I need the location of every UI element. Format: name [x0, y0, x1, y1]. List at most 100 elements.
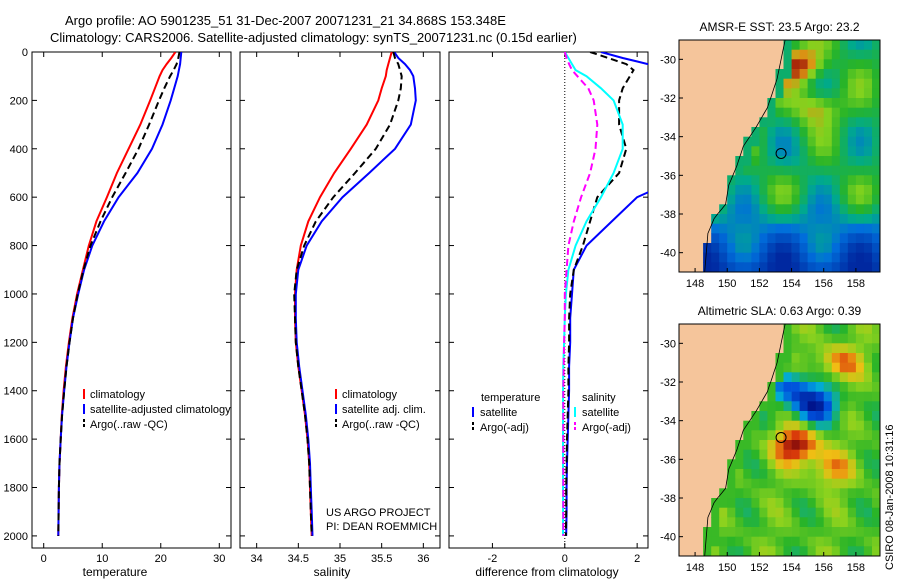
- sst_map-cell: [847, 146, 857, 157]
- sla_map-cell: [791, 430, 800, 441]
- sla_map-cell: [783, 391, 792, 402]
- sla_map-cell: [703, 536, 712, 547]
- sla_map-cell: [855, 517, 865, 528]
- sst_map-cell: [799, 98, 808, 109]
- sla_map-cell: [775, 478, 784, 489]
- sst_map-cell: [743, 252, 752, 263]
- sla_map-cell: [807, 401, 816, 412]
- sla_map-cell: [872, 372, 881, 383]
- sla_map-cell: [791, 411, 800, 422]
- sst_map-cell: [703, 243, 712, 254]
- sla_map-cell: [839, 430, 849, 441]
- sla_map-cell: [863, 449, 873, 460]
- sst_map-cell: [855, 214, 865, 225]
- sla_map-cell: [815, 391, 825, 402]
- sla_map-cell: [839, 411, 849, 422]
- sla_map-cell: [839, 362, 849, 373]
- sst_map-cell: [863, 194, 873, 205]
- sst_map-cell: [872, 40, 881, 51]
- sla_map-cell: [863, 440, 873, 451]
- sst_map-cell: [815, 204, 825, 215]
- sst_map-cell: [839, 165, 849, 176]
- sst_map-cell: [775, 194, 784, 205]
- sst_map-cell: [783, 107, 792, 118]
- sst_map-cell: [767, 194, 776, 205]
- sla_map-cell: [855, 324, 865, 335]
- depth-tick-label: 1800: [4, 483, 28, 495]
- sla_map-cell: [847, 430, 857, 441]
- sst_map-cell: [791, 40, 800, 51]
- sst_map-cell: [735, 233, 744, 244]
- figure-title-line2: Climatology: CARS2006. Satellite-adjuste…: [50, 30, 577, 45]
- sla_map-cell: [872, 391, 881, 402]
- sla_map-cell: [815, 488, 825, 499]
- sst_map-cell: [791, 107, 800, 118]
- sst_map-cell: [872, 252, 881, 263]
- sst_map-cell: [759, 194, 768, 205]
- sst_map-title: AMSR-E SST: 23.5 Argo: 23.2: [699, 20, 859, 34]
- sla_map-cell: [767, 449, 776, 460]
- sla_map-cell: [775, 372, 784, 383]
- temperature-xtick-label: 30: [213, 553, 225, 565]
- sla_map-cell: [807, 527, 816, 538]
- sla_map-cell: [847, 391, 857, 402]
- sst_map-cell: [791, 243, 800, 254]
- sst_map-cell: [799, 165, 808, 176]
- sst_map-cell: [767, 185, 776, 196]
- sla_map-cell: [759, 401, 768, 412]
- sla_map-cell: [839, 333, 849, 344]
- sla_map-cell: [863, 536, 873, 547]
- sst_map-xtick-label: 154: [782, 278, 800, 290]
- sla_map-cell: [767, 546, 776, 557]
- sla_map-xtick-label: 152: [750, 562, 768, 574]
- sla_map-cell: [759, 469, 768, 480]
- sla_map-cell: [807, 507, 816, 518]
- sst_map-cell: [839, 233, 849, 244]
- sst_map-cell: [775, 156, 784, 167]
- sla_map-cell: [791, 343, 800, 354]
- salinity-xtick-label: 35: [334, 553, 346, 565]
- sst_map-cell: [767, 243, 776, 254]
- sla_map-cell: [783, 353, 792, 364]
- sst_map-cell: [831, 194, 841, 205]
- sla_map-cell: [839, 449, 849, 460]
- sla_map-cell: [743, 527, 752, 538]
- sst_map-cell: [759, 146, 768, 157]
- sst_map-cell: [839, 127, 849, 138]
- sla_map-cell: [823, 507, 833, 518]
- sst_map-cell: [831, 223, 841, 234]
- sst_map-cell: [815, 175, 825, 186]
- sla_map-cell: [863, 546, 873, 557]
- sla_map-cell: [863, 401, 873, 412]
- sst_map-cell: [807, 136, 816, 147]
- sst_map-ytick-label: -30: [660, 54, 676, 66]
- sla_map-cell: [872, 469, 881, 480]
- sst_map-cell: [799, 175, 808, 186]
- sst_map-cell: [727, 214, 736, 225]
- sst_map-cell: [831, 69, 841, 80]
- difference-xtick-label: 0: [562, 553, 568, 565]
- sst_map-cell: [807, 204, 816, 215]
- sst_map-cell: [759, 185, 768, 196]
- sla_map-cell: [751, 469, 760, 480]
- sst_map-cell: [839, 146, 849, 157]
- sst_map-cell: [863, 136, 873, 147]
- sla_map-cell: [735, 440, 744, 451]
- sst_map-cell: [727, 175, 736, 186]
- sla_map-cell: [815, 324, 825, 335]
- sst_map-cell: [791, 156, 800, 167]
- sst_map-cell: [775, 233, 784, 244]
- sst_map-cell: [799, 262, 808, 273]
- sst_map-cell: [823, 117, 833, 128]
- sst_map-cell: [783, 223, 792, 234]
- sla_map-cell: [823, 343, 833, 354]
- sla_map-cell: [751, 430, 760, 441]
- sla_map-cell: [783, 507, 792, 518]
- sla_map-cell: [767, 507, 776, 518]
- sst_map-cell: [815, 98, 825, 109]
- sla_map-cell: [775, 440, 784, 451]
- sla_map-cell: [767, 382, 776, 393]
- sla_map-cell: [847, 411, 857, 422]
- sla_map-cell: [735, 546, 744, 557]
- sst_map-cell: [743, 136, 752, 147]
